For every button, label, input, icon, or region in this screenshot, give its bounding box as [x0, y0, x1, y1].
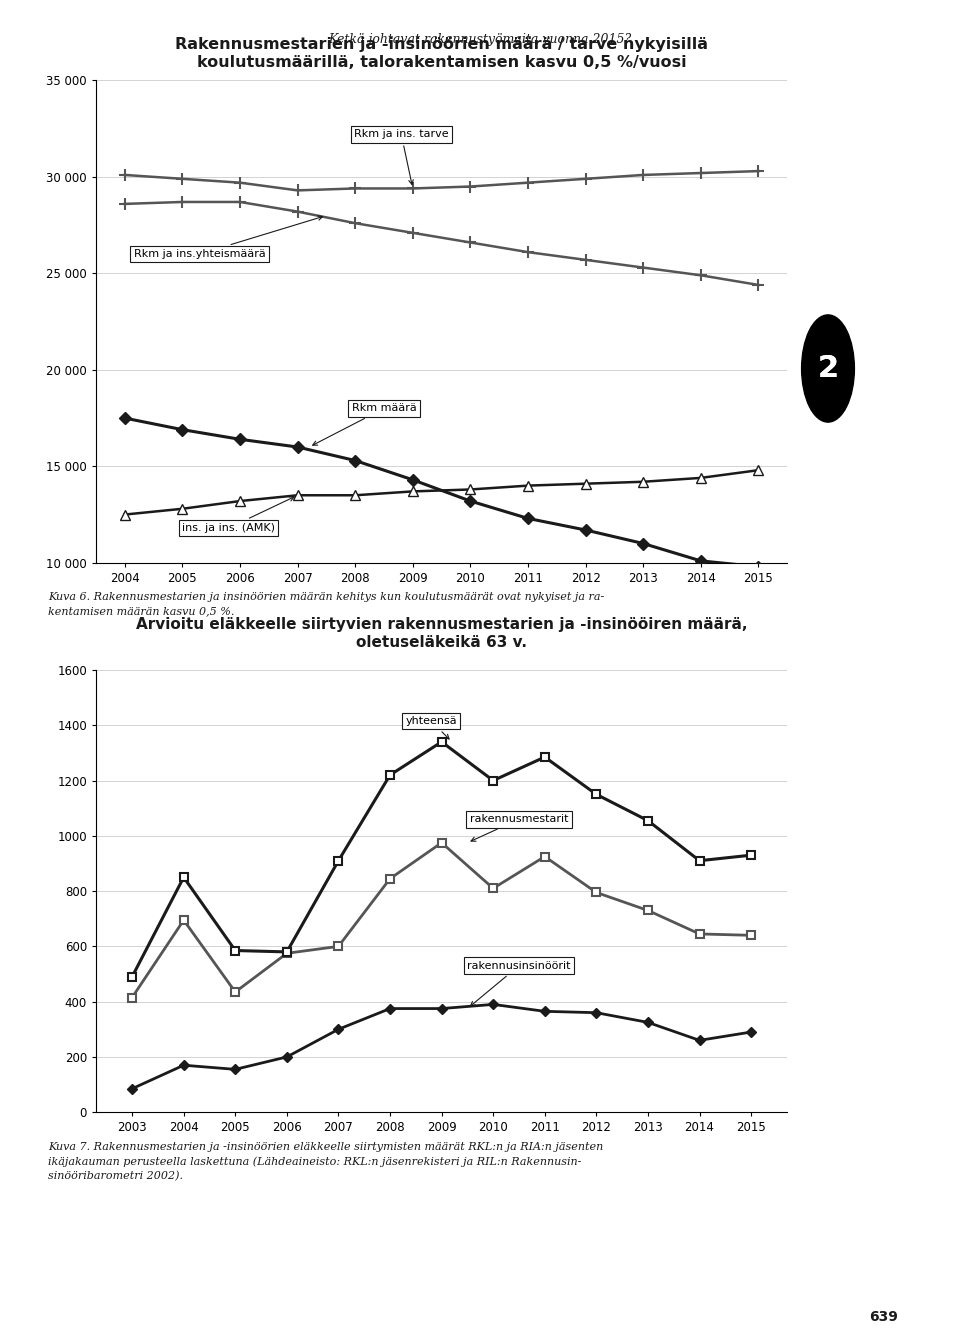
Text: 2: 2: [817, 354, 839, 383]
Circle shape: [802, 315, 854, 422]
Text: Ketkä johtavat rakennustyömaita vuonna 2015?: Ketkä johtavat rakennustyömaita vuonna 2…: [328, 34, 632, 47]
Text: Kuva 6. Rakennusmestarien ja insinöörien määrän kehitys kun koulutusmäärät ovat : Kuva 6. Rakennusmestarien ja insinöörien…: [48, 592, 604, 616]
Title: Rakennusmestarien ja -insinöörien määrä / tarve nykyisillä
koulutusmäärillä, tal: Rakennusmestarien ja -insinöörien määrä …: [175, 38, 708, 70]
Text: TUTKIMUS
KEHITYS: TUTKIMUS KEHITYS: [860, 1193, 921, 1219]
Text: Rkm määrä: Rkm määrä: [313, 403, 417, 445]
Text: rakennusmestarit: rakennusmestarit: [469, 815, 568, 842]
Text: yhteensä: yhteensä: [405, 716, 457, 738]
Text: ins. ja ins. (AMK): ins. ja ins. (AMK): [182, 497, 294, 533]
Text: Rkm ja ins. tarve: Rkm ja ins. tarve: [354, 130, 448, 185]
Text: 2: 2: [817, 354, 839, 383]
Text: Rkm ja ins.yhteismäärä: Rkm ja ins.yhteismäärä: [133, 216, 323, 259]
Text: 639: 639: [869, 1311, 898, 1324]
Text: Kuva 7. Rakennusmestarien ja -insinöörien eläkkeelle siirtymisten määrät RKL:n j: Kuva 7. Rakennusmestarien ja -insinöörie…: [48, 1142, 603, 1181]
Text: Arvioitu eläkkeelle siirtyvien rakennusmestarien ja -insinööiren määrä,
oletusel: Arvioitu eläkkeelle siirtyvien rakennusm…: [136, 618, 747, 650]
Text: rakennusinsinöörit: rakennusinsinöörit: [468, 961, 571, 1006]
